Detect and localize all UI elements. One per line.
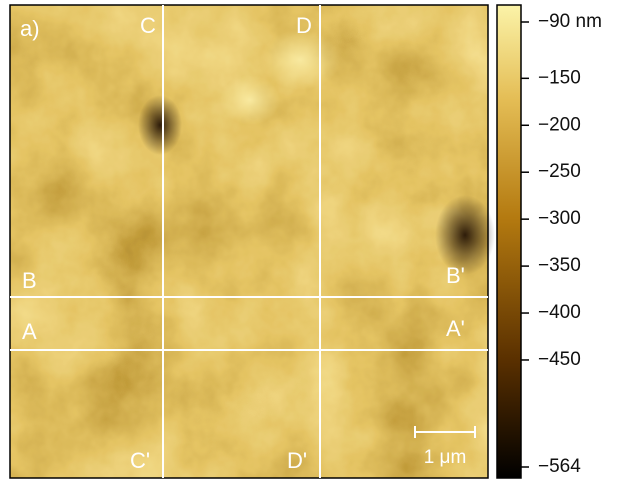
line-label: B: [22, 268, 37, 293]
colorbar-tick-label: −250: [538, 161, 581, 182]
line-label: A: [22, 319, 37, 344]
colorbar-tick-label: −300: [538, 208, 581, 229]
line-label: B': [446, 263, 465, 288]
figure: a) C D B B' A A' C' D' 1 μm −90 nm −150 −2…: [0, 0, 644, 484]
colorbar-tick-label: −200: [538, 114, 581, 135]
afm-image: [10, 5, 495, 478]
panel-label: a): [20, 16, 40, 41]
colorbar-tick-label: −450: [538, 349, 581, 370]
colorbar-tick-label: −564: [538, 456, 581, 477]
line-label: A': [446, 316, 465, 341]
colorbar-tick-label: −350: [538, 255, 581, 276]
line-label: D: [296, 13, 312, 38]
line-label: D': [287, 448, 307, 473]
line-label: C': [130, 448, 150, 473]
colorbar-tick-label: −400: [538, 302, 581, 323]
line-label: C: [140, 13, 156, 38]
colorbar-tick-label: −90 nm: [538, 11, 602, 32]
colorbar-tick-label: −150: [538, 67, 581, 88]
scale-label: 1 μm: [424, 447, 467, 468]
scale-bar: 1 μm: [415, 426, 475, 468]
colorbar: −90 nm −150 −200 −250 −300 −350 −400 −450 −564: [497, 5, 602, 478]
